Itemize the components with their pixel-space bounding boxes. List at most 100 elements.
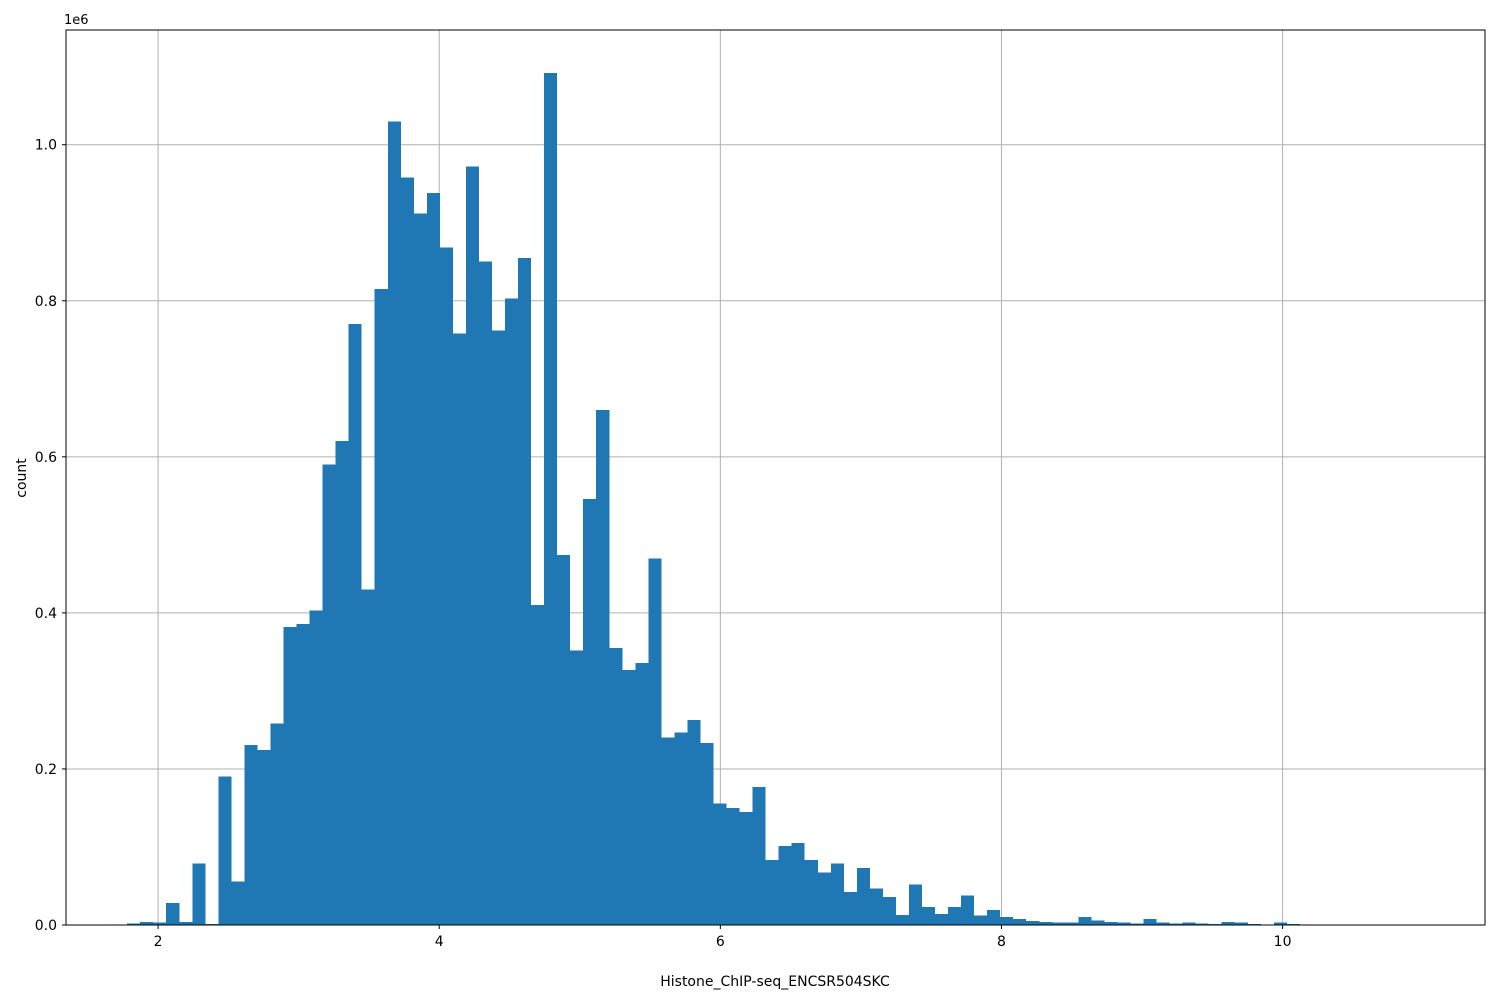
histogram-bar: [465, 166, 479, 925]
axes: [62, 29, 1486, 929]
histogram-bar: [127, 923, 141, 925]
histogram-bar: [778, 846, 792, 925]
histogram-bar: [452, 333, 466, 926]
histogram-bar: [1078, 917, 1092, 925]
histogram-bar: [1000, 917, 1014, 925]
histogram-bar: [1052, 922, 1066, 925]
histogram-bar: [557, 555, 571, 925]
x-tick-label: 10: [1274, 934, 1292, 950]
histogram-bar: [518, 257, 532, 925]
histogram-bar: [635, 662, 649, 925]
histogram-bar: [1273, 922, 1287, 925]
histogram-bar: [491, 330, 506, 925]
histogram-bar: [752, 786, 766, 925]
histogram-bar: [179, 921, 193, 925]
histogram-bar: [244, 744, 258, 925]
histogram-bar: [1117, 922, 1131, 925]
histogram-bar: [1182, 922, 1196, 925]
histogram-bar: [974, 915, 988, 925]
histogram-bar: [505, 298, 519, 925]
histogram-bar: [348, 324, 362, 925]
histogram-bar: [257, 750, 271, 925]
histogram-bar: [726, 807, 740, 925]
histogram-bar: [765, 860, 779, 925]
histogram-bar: [570, 650, 584, 925]
histogram-bar: [478, 261, 492, 925]
histogram-bar: [231, 881, 245, 925]
histogram-bar: [882, 896, 896, 925]
plot-border: [65, 29, 1486, 926]
histogram-bar: [661, 737, 675, 925]
histogram-bar: [192, 863, 206, 925]
histogram-bar: [1091, 920, 1105, 925]
histogram-bar: [1169, 923, 1183, 925]
histogram-bar: [830, 863, 844, 925]
histogram-bar: [596, 410, 610, 925]
histogram-bar: [361, 589, 375, 925]
histogram-bar: [804, 860, 818, 925]
histogram-bar: [1156, 922, 1170, 925]
histogram-bar: [166, 903, 180, 925]
histogram-bar: [426, 193, 440, 925]
x-tick-label: 6: [716, 934, 725, 950]
y-tick-label: 0.0: [35, 918, 57, 934]
histogram-bar: [648, 558, 662, 925]
histogram-bar: [218, 776, 232, 925]
histogram-bar: [1221, 921, 1235, 925]
y-tick-label: 0.4: [35, 606, 57, 622]
histogram-bar: [908, 884, 922, 925]
histogram-bar: [948, 907, 962, 925]
histogram-bar: [921, 907, 936, 925]
histogram-bar: [935, 914, 949, 925]
histogram-bar: [322, 464, 336, 925]
histogram-bar: [153, 922, 167, 925]
histogram-bar: [400, 177, 414, 926]
histogram-bar: [387, 121, 401, 926]
histogram-bar: [531, 605, 545, 925]
histogram-bar: [1143, 918, 1157, 925]
histogram-bar: [791, 843, 805, 925]
y-axis-offset-label: 1e6: [64, 13, 89, 28]
x-tick-label: 4: [435, 934, 444, 950]
histogram-bar: [1234, 922, 1248, 925]
histogram-bar: [374, 289, 388, 925]
y-axis-label: count: [14, 458, 30, 498]
histogram-bar: [1065, 922, 1079, 925]
histogram-bar: [583, 498, 597, 925]
y-tick-label: 1.0: [35, 138, 57, 154]
histogram-bar: [544, 72, 558, 925]
histogram-bar: [439, 247, 453, 925]
histogram-bar: [140, 921, 154, 925]
x-axis-label: Histone_ChIP-seq_ENCSR504SKC: [660, 974, 890, 990]
histogram-bar: [817, 872, 831, 925]
histogram-bar: [270, 723, 284, 925]
histogram-bar: [961, 895, 975, 925]
histogram-bar: [335, 441, 349, 925]
histogram-bars: [127, 72, 1300, 926]
histogram-bar: [1130, 923, 1144, 925]
x-tick-label: 2: [154, 934, 163, 950]
histogram-bar: [309, 610, 323, 925]
y-tick-label: 0.8: [35, 294, 57, 310]
histogram-bar: [674, 732, 688, 925]
histogram-bar: [739, 811, 753, 925]
histogram-bar: [296, 623, 310, 925]
histogram-bar: [713, 803, 727, 925]
histogram-bar: [413, 213, 427, 926]
histogram-bar: [1039, 921, 1053, 925]
histogram-bar: [895, 914, 909, 925]
histogram-bar: [1013, 918, 1027, 925]
histogram-bar: [687, 719, 701, 925]
histogram-bar: [700, 743, 714, 925]
histogram-bar: [609, 647, 623, 925]
histogram-bar: [869, 888, 883, 925]
histogram-bar: [283, 626, 297, 925]
histogram-bar: [622, 669, 636, 925]
histogram-bar: [1026, 921, 1040, 925]
tick-labels: 2 4 6 8 10 0.0 0.2 0.4 0.6 0.8 1.0: [35, 138, 1292, 950]
y-tick-label: 0.2: [35, 762, 57, 778]
x-tick-label: 8: [997, 934, 1006, 950]
histogram-bar: [1104, 921, 1118, 925]
